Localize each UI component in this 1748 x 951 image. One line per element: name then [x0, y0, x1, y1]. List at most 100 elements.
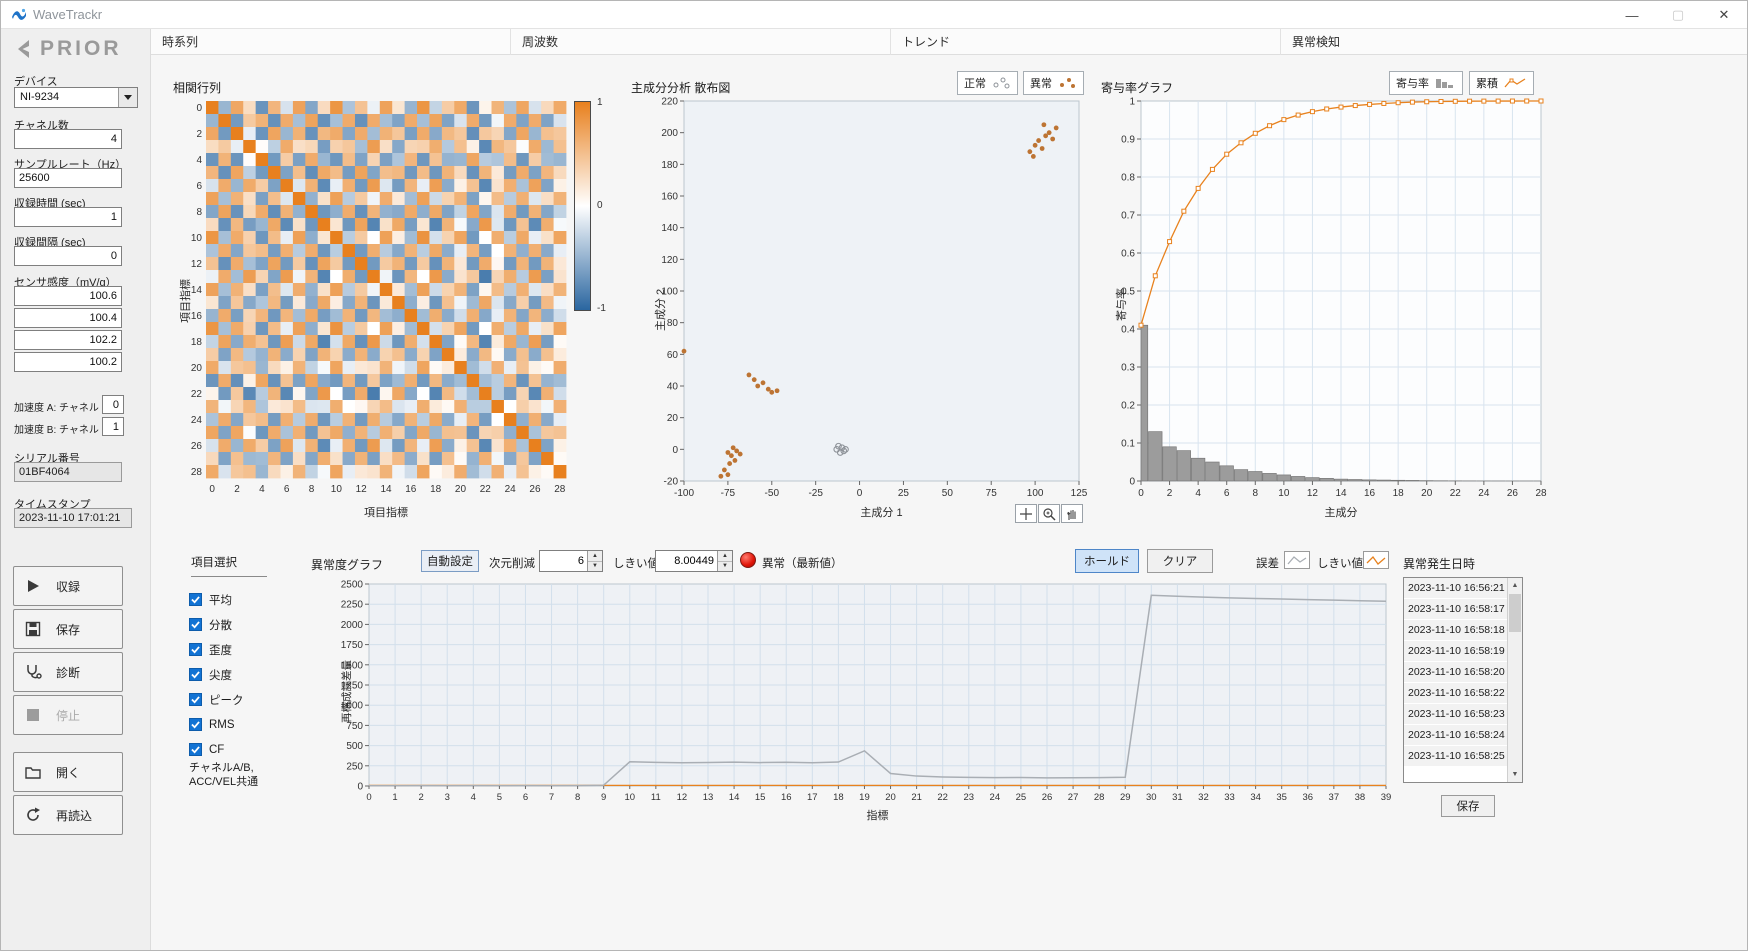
stepper-arrows[interactable]: ▲ ▼	[587, 551, 602, 571]
svg-text:16: 16	[405, 484, 417, 495]
svg-text:8: 8	[196, 207, 202, 218]
auto-set-button[interactable]: 自動設定	[421, 550, 479, 572]
event-time-row[interactable]: 2023-11-10 16:56:21	[1404, 578, 1507, 599]
svg-text:19: 19	[859, 792, 870, 803]
device-dropdown-button[interactable]	[118, 88, 137, 107]
sensor-input-1[interactable]	[14, 286, 122, 306]
events-save-button[interactable]: 保存	[1441, 795, 1495, 817]
sensor-input-3[interactable]	[14, 330, 122, 350]
checkbox-checked-icon[interactable]	[189, 618, 202, 631]
event-time-row[interactable]: 2023-11-10 16:58:19	[1404, 641, 1507, 662]
checkbox-checked-icon[interactable]	[189, 718, 202, 731]
legend-anomaly[interactable]: 異常	[1023, 71, 1084, 95]
svg-text:16: 16	[191, 311, 203, 322]
increment-icon[interactable]: ▲	[718, 551, 732, 562]
scroll-thumb[interactable]	[1509, 594, 1521, 632]
threshold-legend-icon[interactable]	[1363, 551, 1389, 569]
diagnose-button[interactable]: 診断	[13, 652, 123, 692]
scroll-up-icon[interactable]: ▲	[1511, 582, 1519, 589]
threshold-stepper[interactable]: ▲▼	[655, 550, 733, 572]
close-button[interactable]: ✕	[1718, 7, 1730, 22]
stop-button[interactable]: 停止	[13, 695, 123, 735]
checkbox-checked-icon[interactable]	[189, 693, 202, 706]
svg-text:26: 26	[1507, 488, 1519, 499]
legend-cumulative[interactable]: 累積	[1469, 71, 1534, 95]
event-time-row[interactable]: 2023-11-10 16:58:25	[1404, 746, 1507, 767]
item-checkbox-label: 歪度	[209, 644, 232, 657]
svg-text:2: 2	[419, 792, 424, 803]
checkbox-checked-icon[interactable]	[189, 668, 202, 681]
threshold-input[interactable]	[656, 551, 717, 571]
save-button[interactable]: 保存	[13, 609, 123, 649]
svg-text:2: 2	[1167, 488, 1173, 499]
sensor-input-4[interactable]	[14, 352, 122, 372]
accel-a-input[interactable]	[102, 395, 124, 414]
increment-icon[interactable]: ▲	[588, 551, 602, 562]
legend-normal[interactable]: 正常	[957, 71, 1018, 95]
clear-button[interactable]: クリア	[1147, 549, 1213, 573]
item-checkbox-1[interactable]: 分散	[189, 612, 244, 637]
item-checkbox-0[interactable]: 平均	[189, 587, 244, 612]
svg-text:0.7: 0.7	[1121, 211, 1135, 222]
device-dropdown[interactable]: NI-9234	[14, 87, 138, 108]
pan-tool-icon[interactable]	[1061, 504, 1083, 523]
accel-b-input[interactable]	[102, 417, 124, 436]
checkbox-checked-icon[interactable]	[189, 643, 202, 656]
bars-icon	[1436, 79, 1453, 88]
hold-button[interactable]: ホールド	[1075, 549, 1139, 573]
event-time-row[interactable]: 2023-11-10 16:58:18	[1404, 620, 1507, 641]
svg-text:13: 13	[703, 792, 714, 803]
checkbox-checked-icon[interactable]	[189, 593, 202, 606]
channels-input[interactable]	[14, 129, 122, 149]
decrement-icon[interactable]: ▼	[588, 561, 602, 571]
zoom-tool-icon[interactable]	[1038, 504, 1060, 523]
scroll-down-icon[interactable]: ▼	[1511, 771, 1519, 778]
dim-reduction-input[interactable]	[540, 551, 587, 571]
svg-text:26: 26	[191, 441, 203, 452]
event-time-row[interactable]: 2023-11-10 16:58:24	[1404, 725, 1507, 746]
open-button[interactable]: 開く	[13, 752, 123, 792]
svg-text:7: 7	[549, 792, 554, 803]
save-icon	[25, 621, 41, 637]
tab-2[interactable]: トレンド	[891, 29, 1281, 55]
event-time-row[interactable]: 2023-11-10 16:58:22	[1404, 683, 1507, 704]
svg-text:2: 2	[234, 484, 240, 495]
rec-time-input[interactable]	[14, 207, 122, 227]
dim-reduction-stepper[interactable]: ▲▼	[539, 550, 603, 572]
tab-1[interactable]: 周波数	[511, 29, 891, 55]
svg-text:35: 35	[1276, 792, 1287, 803]
stepper-arrows[interactable]: ▲ ▼	[717, 551, 732, 571]
minimize-button[interactable]: —	[1625, 7, 1639, 23]
event-time-row[interactable]: 2023-11-10 16:58:17	[1404, 599, 1507, 620]
event-time-row[interactable]: 2023-11-10 16:58:20	[1404, 662, 1507, 683]
event-time-row[interactable]: 2023-11-10 16:58:23	[1404, 704, 1507, 725]
svg-text:24: 24	[505, 484, 517, 495]
item-checkbox-4[interactable]: ピーク	[189, 687, 244, 712]
item-checkbox-6[interactable]: CF	[189, 737, 244, 762]
tab-3[interactable]: 異常検知	[1292, 35, 1341, 49]
svg-text:12: 12	[677, 792, 688, 803]
item-checkbox-5[interactable]: RMS	[189, 712, 244, 737]
svg-text:2: 2	[196, 129, 202, 140]
samplerate-input[interactable]	[14, 168, 122, 188]
legend-contribution-rate[interactable]: 寄与率	[1389, 71, 1463, 95]
maximize-button[interactable]: ▢	[1671, 7, 1685, 22]
item-checkbox-3[interactable]: 尖度	[189, 662, 244, 687]
crosshair-tool-icon[interactable]	[1015, 504, 1037, 523]
item-checkbox-label: 尖度	[209, 669, 232, 682]
rec-interval-input[interactable]	[14, 246, 122, 266]
reload-button[interactable]: 再読込	[13, 795, 123, 835]
decrement-icon[interactable]: ▼	[718, 561, 732, 571]
record-button[interactable]: 収録	[13, 566, 123, 606]
checkbox-checked-icon[interactable]	[189, 743, 202, 756]
svg-text:24: 24	[1478, 488, 1490, 499]
event-list-scrollbar[interactable]: ▲ ▼	[1507, 578, 1522, 782]
sensor-input-2[interactable]	[14, 308, 122, 328]
error-legend-icon[interactable]	[1284, 551, 1310, 569]
tab-0[interactable]: 時系列	[151, 29, 511, 55]
threshold-label: しきい値	[613, 558, 659, 570]
item-checkbox-2[interactable]: 歪度	[189, 637, 244, 662]
anomaly-event-list[interactable]: 2023-11-10 16:56:21 2023-11-10 16:58:17 20…	[1403, 577, 1523, 783]
item-select-label: 項目選択	[191, 554, 267, 577]
svg-text:24: 24	[990, 792, 1001, 803]
